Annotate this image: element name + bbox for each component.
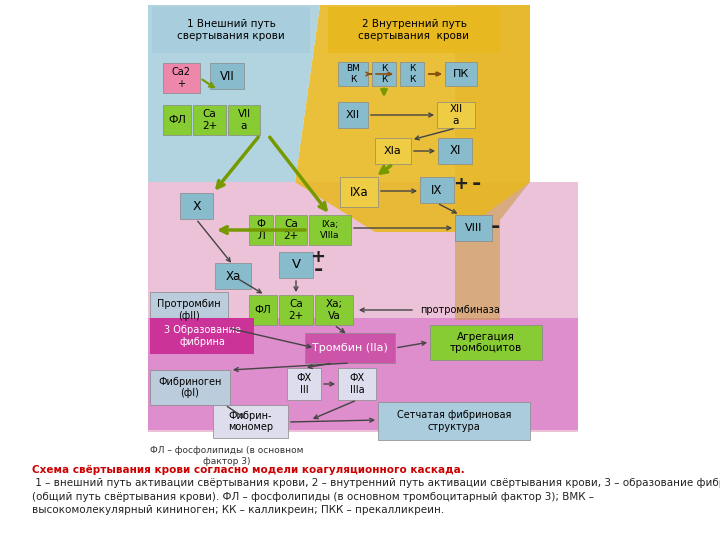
Bar [249, 295, 277, 325]
Text: IXa: IXa [350, 186, 369, 199]
Text: ПК: ПК [453, 69, 469, 79]
Text: Xa: Xa [225, 269, 240, 282]
Bar [163, 105, 191, 135]
Text: ФЛ: ФЛ [168, 115, 186, 125]
Bar [375, 138, 411, 164]
Text: Ф
Л: Ф Л [256, 219, 266, 241]
Text: Ca2
+: Ca2 + [172, 67, 191, 89]
Text: 1 – внешний путь активации свёртывания крови, 2 – внутренний путь активации свёр: 1 – внешний путь активации свёртывания к… [32, 478, 720, 515]
Text: VII
a: VII a [238, 109, 251, 131]
Bar [438, 138, 472, 164]
Text: -: - [313, 260, 323, 280]
Text: IXa;
VIIIa: IXa; VIIIa [320, 220, 340, 240]
Text: XII
a: XII a [449, 104, 462, 126]
Text: IX: IX [431, 184, 443, 197]
Text: Сетчатая фибриновая
структура: Сетчатая фибриновая структура [397, 410, 511, 432]
Text: 3 Образование
фибрина: 3 Образование фибрина [163, 325, 240, 347]
Text: 1 Внешний путь
свертывания крови: 1 Внешний путь свертывания крови [177, 19, 285, 41]
Bar [340, 177, 378, 207]
Bar [420, 177, 454, 203]
Bar [309, 215, 351, 245]
Text: Фибрин-
мономер: Фибрин- мономер [228, 411, 273, 433]
Text: Фибриноген
(фI): Фибриноген (фI) [158, 377, 222, 399]
Bar [228, 105, 260, 135]
Bar [315, 295, 353, 325]
Bar [430, 325, 542, 360]
Bar [163, 63, 200, 93]
Bar [287, 368, 321, 400]
Text: Xa;
Va: Xa; Va [325, 299, 343, 321]
Bar [249, 215, 273, 245]
Bar [180, 193, 213, 219]
Bar [152, 7, 310, 53]
Bar [210, 63, 244, 89]
Text: Агрегация
тромбоцитов: Агрегация тромбоцитов [450, 332, 522, 353]
Text: Протромбин
(фII): Протромбин (фII) [157, 299, 221, 321]
Text: Ca
2+: Ca 2+ [202, 109, 217, 131]
Text: ФХ
III: ФХ III [297, 373, 312, 395]
Text: XI: XI [449, 145, 461, 158]
Bar [279, 252, 313, 278]
Text: К
К: К К [381, 64, 387, 84]
Bar [400, 62, 424, 86]
Text: ВМ
К: ВМ К [346, 64, 360, 84]
Text: ФХ
IIIa: ФХ IIIa [349, 373, 364, 395]
Text: X: X [192, 199, 201, 213]
Text: +: + [454, 175, 469, 193]
Bar [279, 295, 313, 325]
Bar [338, 62, 368, 86]
Bar [275, 215, 307, 245]
Text: VII: VII [220, 70, 235, 83]
Bar [328, 7, 500, 53]
Bar [372, 62, 396, 86]
Bar [150, 292, 228, 328]
Bar [445, 62, 477, 86]
Bar [378, 402, 530, 440]
Bar [150, 318, 254, 354]
Text: Ca
2+: Ca 2+ [284, 219, 299, 241]
Bar [148, 318, 578, 430]
Text: 2 Внутренний путь
свертывания  крови: 2 Внутренний путь свертывания крови [359, 19, 469, 41]
Text: ФЛ – фосфолипиды (в основном
фактор 3): ФЛ – фосфолипиды (в основном фактор 3) [150, 446, 304, 466]
Text: VIII: VIII [465, 223, 482, 233]
Bar [455, 215, 492, 241]
Text: XII: XII [346, 110, 360, 120]
Text: Ca
2+: Ca 2+ [289, 299, 304, 321]
Text: К
К: К К [409, 64, 415, 84]
Bar [215, 263, 251, 289]
Bar [150, 370, 230, 405]
Polygon shape [455, 5, 530, 320]
Bar [338, 102, 368, 128]
Bar [193, 105, 226, 135]
Text: -: - [472, 174, 481, 194]
Text: XIa: XIa [384, 146, 402, 156]
Text: Тромбин (IIa): Тромбин (IIa) [312, 343, 388, 353]
Text: Схема свёртывания крови согласно модели коагуляционного каскада.: Схема свёртывания крови согласно модели … [32, 465, 464, 475]
Text: V: V [292, 259, 300, 272]
Polygon shape [148, 5, 320, 182]
Polygon shape [295, 5, 530, 232]
Bar [437, 102, 475, 128]
Text: протромбиназа: протромбиназа [420, 305, 500, 315]
Bar [213, 405, 288, 438]
Bar [148, 182, 578, 432]
Bar [305, 333, 395, 363]
Bar [338, 368, 376, 400]
Text: -: - [490, 217, 500, 237]
Text: +: + [310, 248, 325, 266]
Text: ФЛ: ФЛ [255, 305, 271, 315]
